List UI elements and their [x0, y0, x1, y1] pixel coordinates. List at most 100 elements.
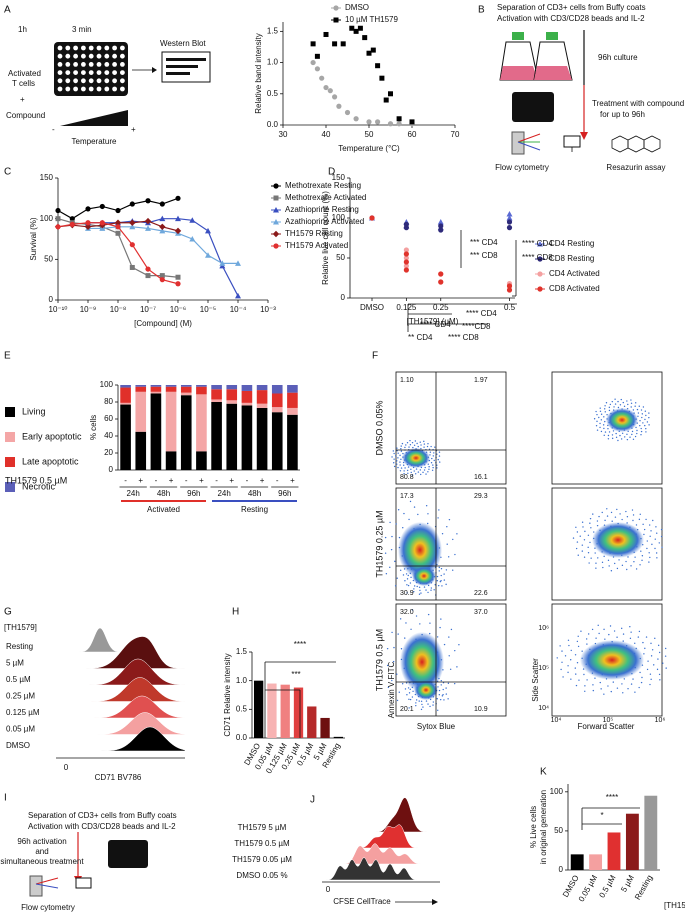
well [96, 70, 102, 75]
event [640, 409, 643, 411]
group-label: 24h [126, 489, 139, 498]
event [438, 509, 440, 511]
legend-label: CD8 Activated [549, 284, 600, 293]
event [440, 574, 442, 577]
event [439, 698, 442, 701]
event [393, 452, 395, 455]
event [635, 426, 637, 429]
event [642, 523, 644, 526]
event [409, 698, 412, 701]
bar [267, 683, 277, 738]
x-tick-label: + [229, 476, 234, 485]
event [658, 542, 660, 544]
event [593, 531, 595, 533]
computer [563, 135, 581, 148]
event [419, 469, 422, 471]
event [400, 445, 402, 447]
event [454, 649, 456, 652]
bar-segment [135, 391, 147, 432]
event [570, 649, 572, 652]
event [623, 405, 626, 408]
well [65, 53, 71, 59]
event [610, 570, 613, 572]
event [604, 405, 606, 407]
well [120, 78, 125, 84]
event [606, 508, 608, 510]
point [129, 264, 135, 270]
event [619, 513, 621, 515]
event [597, 624, 599, 627]
event [575, 547, 578, 550]
x-tick-label: 0.25 [433, 303, 449, 312]
event [604, 411, 606, 413]
sample-label: T cells [12, 79, 35, 88]
event [594, 552, 596, 554]
point [403, 255, 409, 261]
point [387, 121, 394, 127]
event [431, 457, 433, 460]
legend-swatch [5, 457, 15, 467]
x-tick-label: 10⁻¹⁰ [49, 305, 68, 314]
event [399, 454, 401, 457]
point [159, 227, 166, 234]
band [166, 72, 190, 75]
event [390, 548, 393, 551]
band [166, 58, 206, 61]
event [428, 466, 430, 468]
event [645, 518, 647, 521]
event [399, 569, 402, 572]
event [423, 469, 426, 471]
x-tick-label: DMSO [360, 303, 384, 312]
point [506, 225, 513, 231]
event [591, 628, 594, 631]
row-label: TH1579 5 µM [238, 823, 287, 832]
quadrant-value: 20.1 [400, 706, 414, 713]
event [605, 402, 608, 404]
event [645, 636, 648, 638]
event [622, 401, 624, 404]
event [601, 561, 604, 564]
event [595, 562, 597, 564]
point [340, 41, 346, 47]
point [375, 63, 381, 69]
point [369, 215, 375, 221]
event [614, 398, 616, 400]
legend-label: CD4 Activated [549, 269, 600, 278]
point [144, 217, 152, 225]
event [395, 523, 397, 525]
event [396, 463, 398, 465]
well [65, 86, 71, 92]
event [394, 585, 397, 587]
event [458, 643, 460, 646]
event [396, 699, 399, 702]
event [596, 413, 598, 416]
point [85, 220, 91, 226]
point [438, 223, 444, 229]
event [418, 700, 420, 702]
well [81, 70, 86, 75]
event [404, 688, 407, 690]
event [643, 528, 646, 531]
event [446, 526, 448, 528]
event [410, 471, 412, 474]
bar [625, 813, 639, 870]
event [649, 556, 651, 559]
event [578, 679, 580, 681]
x-tick-label: 50 [365, 130, 374, 139]
event [645, 431, 647, 433]
event [576, 640, 579, 643]
event [646, 668, 649, 671]
event [617, 406, 620, 409]
point [396, 116, 402, 122]
event [410, 576, 412, 579]
histogram [321, 857, 440, 881]
event [393, 462, 395, 464]
event [589, 517, 592, 520]
event [405, 444, 407, 446]
y-tick-label: 0 [341, 293, 346, 302]
event [589, 522, 591, 524]
event [387, 686, 390, 689]
plate-wells [57, 45, 125, 92]
event [448, 518, 451, 521]
